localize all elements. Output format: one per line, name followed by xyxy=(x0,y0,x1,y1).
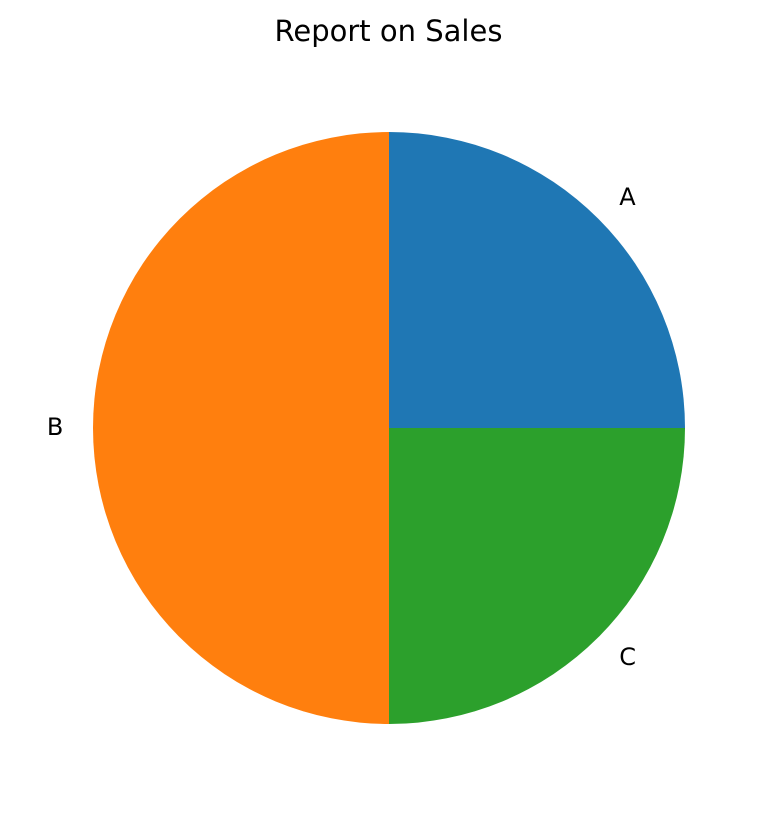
slice-label-c: C xyxy=(619,643,636,671)
slice-label-a: A xyxy=(619,183,636,211)
pie-slice-c xyxy=(389,428,685,724)
pie-slice-a xyxy=(389,132,685,428)
chart-title: Report on Sales xyxy=(274,14,503,48)
pie-slice-b xyxy=(93,132,389,724)
slice-label-b: B xyxy=(47,413,63,441)
